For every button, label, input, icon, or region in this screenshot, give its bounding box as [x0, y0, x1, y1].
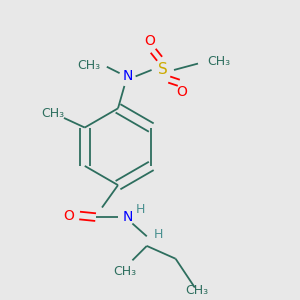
Text: O: O: [145, 34, 155, 48]
Text: CH₃: CH₃: [208, 56, 231, 68]
Text: CH₃: CH₃: [185, 284, 208, 297]
Text: O: O: [177, 85, 188, 99]
Text: CH₃: CH₃: [78, 59, 101, 72]
Text: H: H: [136, 202, 145, 216]
Text: O: O: [63, 208, 74, 223]
Text: H: H: [153, 228, 163, 241]
Text: CH₃: CH₃: [113, 265, 136, 278]
Text: CH₃: CH₃: [41, 107, 64, 120]
Text: N: N: [122, 210, 133, 224]
Text: S: S: [158, 62, 168, 77]
Text: N: N: [122, 69, 133, 83]
